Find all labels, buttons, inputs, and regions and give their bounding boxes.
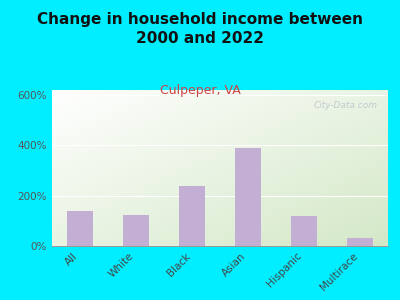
Bar <box>179 186 204 246</box>
Bar <box>67 211 93 246</box>
Text: Change in household income between
2000 and 2022: Change in household income between 2000 … <box>37 12 363 46</box>
Text: City-Data.com: City-Data.com <box>314 101 378 110</box>
Bar <box>235 148 261 246</box>
Bar <box>123 214 149 246</box>
Bar <box>291 216 317 246</box>
Text: Culpeper, VA: Culpeper, VA <box>160 84 240 97</box>
Bar <box>347 238 373 246</box>
